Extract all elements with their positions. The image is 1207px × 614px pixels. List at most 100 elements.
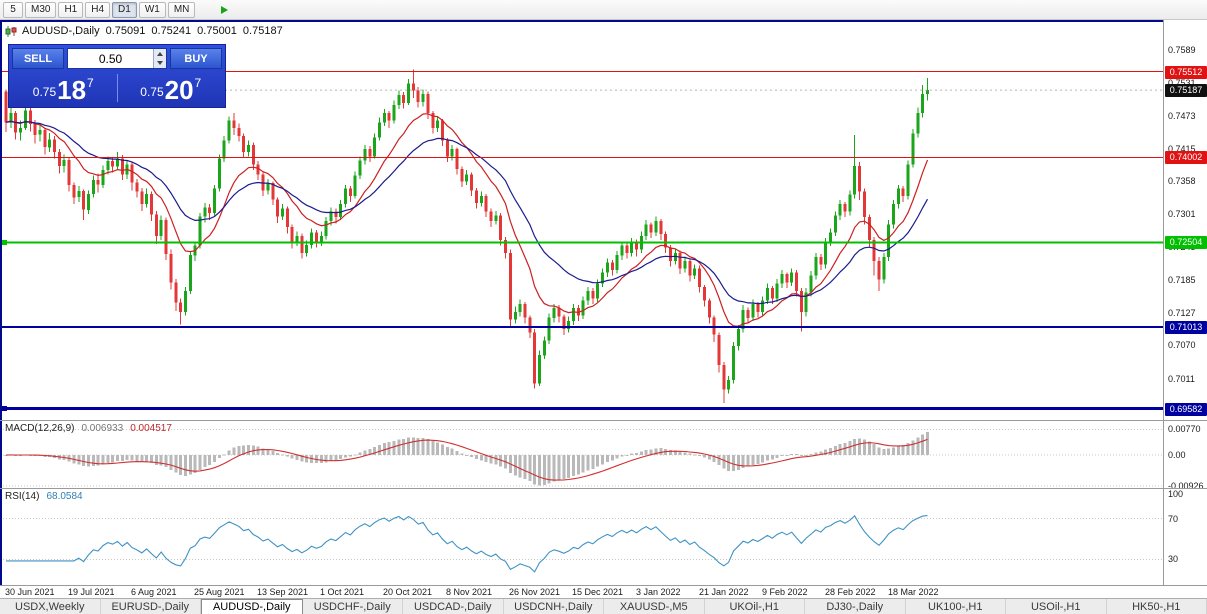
price-axis-label: 0.7415 bbox=[1168, 144, 1196, 154]
volume-spinner bbox=[153, 49, 166, 68]
price-axis[interactable]: 0.7589 0.7531 0.7473 0.7415 0.7358 0.7301 0.72… bbox=[1163, 20, 1207, 586]
time-axis[interactable]: 30 Jun 2021 19 Jul 2021 6 Aug 2021 25 Aug 2… bbox=[0, 586, 1207, 598]
bid-price-prefix: 0.75 bbox=[32, 85, 57, 99]
timeframe-button-mn[interactable]: MN bbox=[167, 1, 196, 18]
time-axis-label: 1 Oct 2021 bbox=[320, 587, 365, 597]
ohlc-close: 0.75187 bbox=[242, 25, 283, 37]
ohlc-low: 0.75001 bbox=[197, 25, 237, 37]
chart-tab-usdcnh-daily[interactable]: USDCNH-,Daily bbox=[504, 599, 604, 614]
chart-tab-xauusd-m5[interactable]: XAUUSD-,M5 bbox=[604, 599, 705, 614]
last-price-badge: 0.75187 bbox=[1165, 84, 1207, 97]
ohlc-high: 0.75241 bbox=[151, 25, 192, 37]
ask-price[interactable]: 0.75 20 7 bbox=[120, 72, 223, 104]
timeframe-toolbar: 5 M30 H1 H4 D1 W1 MN bbox=[0, 0, 1207, 20]
ask-price-prefix: 0.75 bbox=[140, 85, 164, 99]
volume-decrease-button[interactable] bbox=[154, 58, 166, 68]
chart-title: AUDUSD-,Daily 0.75091 0.75241 0.75001 0.… bbox=[5, 25, 283, 37]
price-axis-label: 0.7358 bbox=[1168, 176, 1196, 186]
panel-separator[interactable] bbox=[0, 420, 1207, 421]
timeframe-button-h1[interactable]: H1 bbox=[58, 1, 84, 18]
chart-tab-usdcad-daily[interactable]: USDCAD-,Daily bbox=[403, 599, 504, 614]
chart-tab-uk100-h1[interactable]: UK100-,H1 bbox=[906, 599, 1006, 614]
time-axis-label: 8 Nov 2021 bbox=[446, 587, 493, 597]
time-axis-label: 30 Jun 2021 bbox=[5, 587, 55, 597]
macd-signal-value: 0.004517 bbox=[130, 423, 172, 434]
macd-axis-label: 0.00770 bbox=[1168, 424, 1201, 434]
buy-button[interactable]: BUY bbox=[170, 48, 222, 69]
rsi-axis-label: 70 bbox=[1168, 514, 1179, 524]
chart-tab-dj30-daily[interactable]: DJ30-,Daily bbox=[805, 599, 906, 614]
ohlc-open: 0.75091 bbox=[105, 25, 146, 37]
ask-price-pips: 20 bbox=[164, 75, 194, 105]
price-badge: 0.74002 bbox=[1165, 151, 1207, 164]
price-divider bbox=[116, 74, 118, 102]
price-badge: 0.72504 bbox=[1165, 236, 1207, 249]
timeframe-buttons: 5 M30 H1 H4 D1 W1 MN bbox=[3, 1, 196, 18]
time-axis-label: 25 Aug 2021 bbox=[194, 587, 245, 597]
time-axis-label: 21 Jan 2022 bbox=[699, 587, 749, 597]
price-axis-label: 0.7127 bbox=[1168, 308, 1196, 318]
macd-axis-label: 0.00 bbox=[1168, 450, 1186, 460]
rsi-axis-label: 30 bbox=[1168, 554, 1179, 564]
bid-price[interactable]: 0.75 18 7 bbox=[12, 72, 115, 104]
chart-tab-usdchf-daily[interactable]: USDCHF-,Daily bbox=[303, 599, 403, 614]
rsi-axis-label: 100 bbox=[1168, 489, 1184, 499]
sell-button[interactable]: SELL bbox=[12, 48, 64, 69]
chart-shift-icon[interactable] bbox=[221, 5, 229, 14]
price-axis-label: 0.7589 bbox=[1168, 45, 1196, 55]
price-chart[interactable] bbox=[0, 20, 1163, 586]
volume-field[interactable]: 0.50 bbox=[67, 48, 167, 69]
timeframe-button-w1[interactable]: W1 bbox=[138, 1, 166, 18]
chart-area: 0.7589 0.7531 0.7473 0.7415 0.7358 0.7301 0.72… bbox=[0, 20, 1207, 586]
time-axis-label: 9 Feb 2022 bbox=[762, 587, 808, 597]
timeframe-button-m30[interactable]: M30 bbox=[25, 1, 57, 18]
macd-name: MACD(12,26,9) bbox=[5, 423, 75, 434]
timeframe-button-5[interactable]: 5 bbox=[3, 1, 23, 18]
price-badge: 0.75512 bbox=[1165, 66, 1207, 79]
chart-window-top-border bbox=[0, 20, 1163, 22]
chart-tab-usoil-h1[interactable]: USOil-,H1 bbox=[1006, 599, 1107, 614]
timeframe-button-h4[interactable]: H4 bbox=[85, 1, 111, 18]
price-axis-label: 0.7301 bbox=[1168, 209, 1196, 219]
volume-increase-button[interactable] bbox=[154, 49, 166, 59]
time-axis-label: 3 Jan 2022 bbox=[636, 587, 681, 597]
ask-price-point: 7 bbox=[194, 76, 202, 90]
time-axis-label: 6 Aug 2021 bbox=[131, 587, 177, 597]
volume-value[interactable]: 0.50 bbox=[98, 51, 123, 66]
chart-tab-hk50-h1[interactable]: HK50-,H1 bbox=[1107, 599, 1207, 614]
price-axis-label: 0.7473 bbox=[1168, 111, 1196, 121]
chart-tab-usdx-weekly[interactable]: USDX,Weekly bbox=[0, 599, 101, 614]
rsi-name: RSI(14) bbox=[5, 491, 40, 502]
price-axis-label: 0.7531 bbox=[1168, 78, 1196, 88]
one-click-trading-widget: SELL 0.50 BUY 0.75 18 7 0.75 20 7 bbox=[8, 44, 226, 108]
bid-price-point: 7 bbox=[87, 76, 94, 90]
macd-indicator-label: MACD(12,26,9) 0.006933 0.004517 bbox=[5, 423, 172, 434]
candlestick-chart-icon bbox=[5, 25, 17, 37]
time-axis-label: 13 Sep 2021 bbox=[257, 587, 309, 597]
time-axis-label: 20 Oct 2021 bbox=[383, 587, 433, 597]
time-axis-label: 19 Jul 2021 bbox=[68, 587, 115, 597]
macd-axis-label: -0.00926 bbox=[1168, 481, 1204, 491]
chart-window-left-border bbox=[0, 20, 2, 586]
chart-tab-eurusd-daily[interactable]: EURUSD-,Daily bbox=[101, 599, 201, 614]
chart-tabs-bar: USDX,Weekly EURUSD-,Daily AUDUSD-,Daily USD… bbox=[0, 598, 1207, 614]
timeframe-button-d1[interactable]: D1 bbox=[112, 1, 137, 18]
time-axis-label: 18 Mar 2022 bbox=[888, 587, 939, 597]
macd-value: 0.006933 bbox=[81, 423, 124, 434]
price-axis-label: 0.7185 bbox=[1168, 275, 1196, 285]
price-badge: 0.71013 bbox=[1165, 321, 1207, 334]
time-axis-label: 28 Feb 2022 bbox=[825, 587, 876, 597]
price-axis-label: 0.7011 bbox=[1168, 374, 1195, 384]
chart-tab-ukoil-h1[interactable]: UKOil-,H1 bbox=[705, 599, 805, 614]
rsi-indicator-label: RSI(14) 68.0584 bbox=[5, 491, 83, 502]
bid-price-pips: 18 bbox=[57, 75, 87, 105]
price-axis-label: 0.7070 bbox=[1168, 340, 1196, 350]
panel-separator bbox=[0, 585, 1207, 586]
time-axis-label: 26 Nov 2021 bbox=[509, 587, 561, 597]
chart-tab-audusd-daily[interactable]: AUDUSD-,Daily bbox=[201, 599, 303, 614]
chart-symbol-period: AUDUSD-,Daily bbox=[22, 25, 100, 37]
panel-separator[interactable] bbox=[0, 488, 1207, 489]
rsi-value: 68.0584 bbox=[46, 491, 83, 502]
time-axis-label: 15 Dec 2021 bbox=[572, 587, 624, 597]
